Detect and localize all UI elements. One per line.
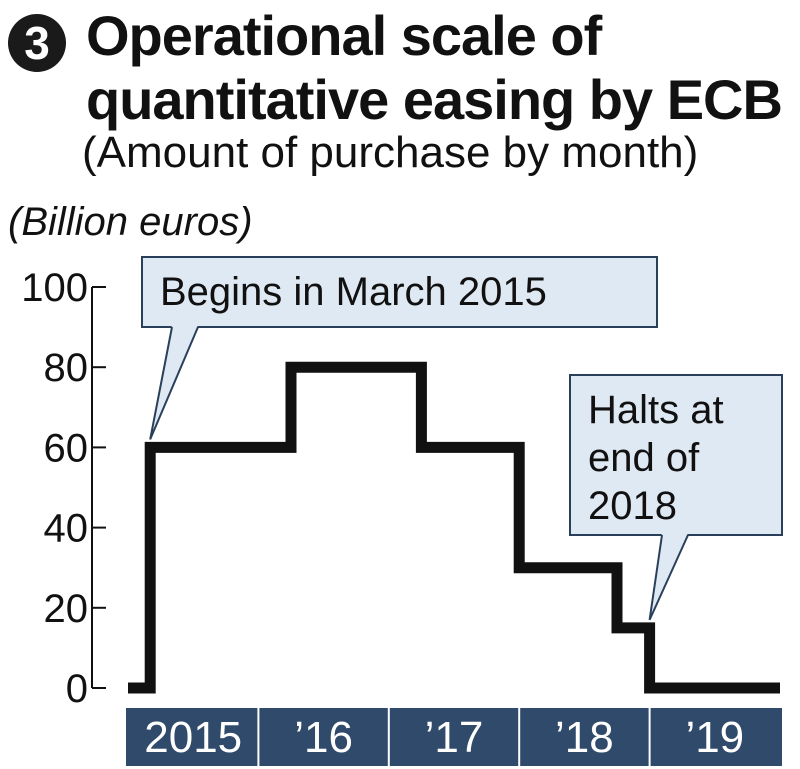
x-tick-label: 2015 — [144, 713, 242, 762]
x-tick-label: ’18 — [555, 713, 614, 762]
y-tick-label: 0 — [66, 667, 88, 711]
callout-text: 2018 — [588, 484, 677, 528]
callout-text: Halts at — [588, 388, 724, 432]
x-axis-band: 2015 ’16 ’17 ’18 ’19 — [126, 708, 782, 766]
callout-box — [141, 256, 658, 328]
y-tick-label: 100 — [21, 266, 88, 310]
callout-tail-edge — [648, 534, 689, 621]
y-tick-label: 80 — [44, 346, 89, 390]
y-axis: 0 20 40 60 80 100 — [21, 266, 106, 711]
y-tick-label: 60 — [44, 426, 89, 470]
callout-box — [569, 374, 783, 536]
chart-title-line-2: quantitative easing by ECB — [86, 68, 783, 131]
callout-tail-edge — [149, 326, 199, 440]
x-tick-label: ’17 — [425, 713, 484, 762]
chart-subtitle: (Amount of purchase by month) — [82, 128, 699, 177]
series-layer — [128, 361, 780, 694]
y-tick-label: 40 — [44, 507, 89, 551]
y-axis-unit-label: (Billion euros) — [8, 200, 253, 244]
x-tick-label: ’19 — [685, 713, 744, 762]
callout-text: Begins in March 2015 — [160, 270, 547, 314]
callout-text: end of — [588, 436, 700, 480]
x-tick-label: ’16 — [294, 713, 353, 762]
chart-title-line-1: Operational scale of — [86, 4, 602, 67]
y-tick-label: 20 — [44, 587, 89, 631]
callout-1: Begins in March 2015 — [141, 256, 658, 440]
number-badge: 3 — [8, 14, 66, 72]
x-axis-band-bg — [126, 708, 782, 766]
series-step-line — [128, 361, 780, 694]
